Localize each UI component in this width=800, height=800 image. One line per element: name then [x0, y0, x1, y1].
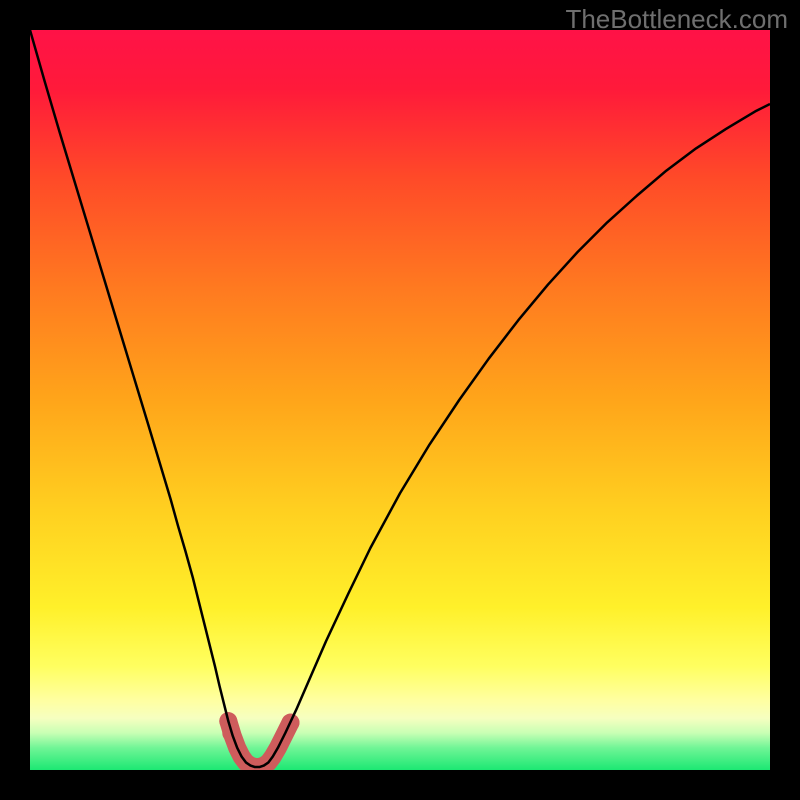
watermark-text: TheBottleneck.com	[565, 4, 788, 35]
plot-area	[30, 30, 770, 770]
plot-svg	[30, 30, 770, 770]
chart-container: TheBottleneck.com	[0, 0, 800, 800]
